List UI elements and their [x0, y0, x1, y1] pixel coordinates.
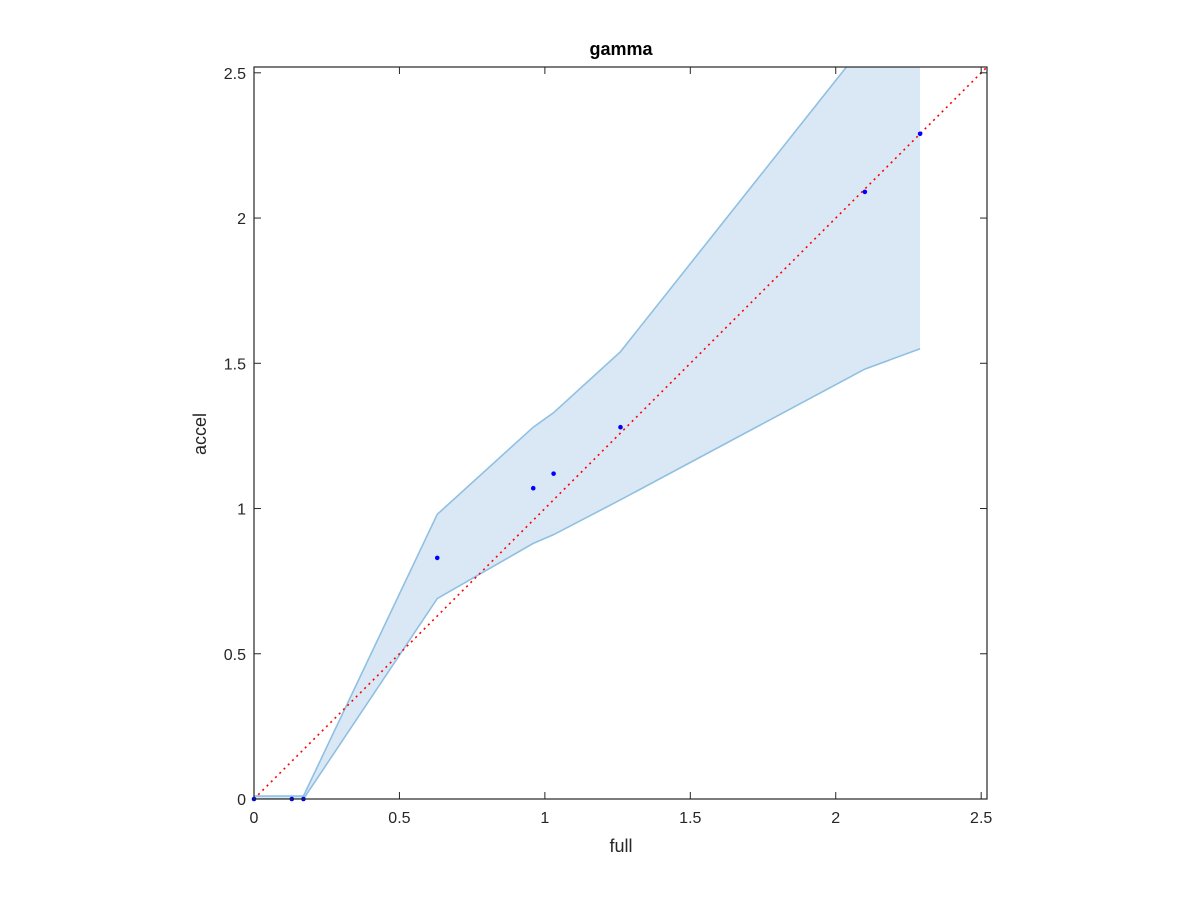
y-axis-label: accel [190, 413, 210, 455]
x-axis-label: full [609, 836, 632, 856]
data-point [618, 424, 623, 430]
chart-title: gamma [589, 39, 653, 59]
data-point [862, 189, 868, 195]
y-tick-label: 2 [237, 211, 246, 228]
x-tick-label: 0.5 [388, 810, 410, 827]
data-point [917, 131, 923, 137]
band-upper-line [254, 67, 848, 797]
x-tick-label: 2 [831, 810, 840, 827]
reference-line-group [253, 66, 988, 800]
x-tick-label: 1 [540, 810, 549, 827]
reference-line [253, 66, 988, 800]
y-tick-label: 1.5 [224, 356, 246, 373]
data-point [551, 471, 556, 476]
band-group [254, 67, 921, 799]
y-tick-label: 0.5 [224, 647, 246, 664]
data-point [434, 555, 440, 561]
y-tick-label: 0 [237, 792, 246, 809]
data-point [530, 485, 536, 491]
x-tick-label: 2.5 [970, 810, 992, 827]
y-tick-label: 2.5 [224, 66, 246, 83]
x-tick-label: 1.5 [679, 810, 701, 827]
y-tick-label: 1 [237, 502, 246, 519]
x-tick-label: 0 [250, 810, 259, 827]
confidence-band [254, 67, 921, 799]
tick-labels-group: 0 0.5 1 1.5 2 2.5 0 0.5 1 1.5 2 2.5 [224, 66, 993, 827]
band-lower-line [254, 348, 921, 799]
axes-group [253, 66, 988, 800]
axes-box [253, 66, 988, 800]
